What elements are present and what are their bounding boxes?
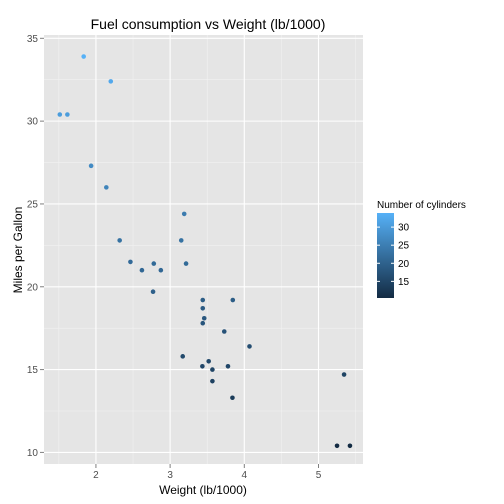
data-point — [150, 289, 156, 295]
y-tick-label: 15 — [27, 365, 39, 376]
data-point — [128, 259, 133, 265]
legend-tick-label: 15 — [398, 277, 410, 288]
data-point — [180, 354, 186, 359]
data-point — [341, 372, 347, 377]
y-axis-title: Miles per Gallon — [11, 207, 25, 294]
data-point — [200, 306, 206, 311]
data-point — [151, 261, 157, 266]
data-points — [57, 54, 353, 449]
x-tick-label: 3 — [167, 470, 173, 481]
data-point — [158, 267, 164, 273]
data-point — [117, 238, 122, 243]
color-legend: Number of cylinders 15 20 25 30 — [377, 200, 466, 298]
data-point — [230, 297, 236, 303]
y-tick-label: 25 — [27, 199, 39, 210]
data-point — [181, 211, 187, 217]
minor-gridlines — [44, 35, 363, 464]
legend-title: Number of cylinders — [377, 200, 466, 211]
data-point — [57, 112, 63, 117]
legend-colorbar — [377, 213, 394, 298]
data-point — [88, 163, 94, 169]
x-tick-label: 2 — [93, 470, 99, 481]
y-tick-label: 30 — [27, 117, 39, 128]
data-point — [200, 320, 206, 326]
data-point — [183, 261, 189, 266]
legend-tick-label: 25 — [398, 241, 410, 252]
data-point — [65, 112, 70, 117]
data-point — [104, 185, 109, 190]
x-axis-ticks: 2 3 4 5 — [93, 464, 322, 481]
data-point — [200, 297, 206, 303]
data-point — [178, 238, 184, 243]
data-point — [206, 359, 211, 364]
chart-title: Fuel consumption vs Weight (lb/1000) — [91, 16, 326, 32]
legend-tick-label: 30 — [398, 223, 410, 234]
x-tick-label: 5 — [316, 470, 322, 481]
data-point — [221, 329, 227, 334]
data-point — [230, 395, 235, 401]
y-axis-ticks: 10 15 20 25 30 35 — [27, 34, 44, 459]
major-gridlines — [44, 35, 363, 464]
legend-ticks: 15 20 25 30 — [377, 223, 410, 288]
data-point — [210, 378, 215, 384]
y-tick-label: 35 — [27, 34, 39, 45]
data-point — [108, 79, 114, 84]
x-tick-label: 4 — [242, 470, 248, 481]
data-point — [81, 54, 86, 59]
y-tick-label: 20 — [27, 282, 39, 293]
data-point — [200, 363, 205, 369]
data-point — [139, 267, 145, 273]
y-tick-label: 10 — [27, 448, 39, 459]
x-axis-title: Weight (lb/1000) — [159, 483, 247, 497]
data-point — [247, 344, 252, 349]
data-point — [225, 363, 231, 369]
legend-tick-label: 20 — [398, 259, 410, 270]
data-point — [347, 443, 353, 449]
plot-panel — [44, 35, 363, 464]
data-point — [210, 367, 215, 372]
data-point — [334, 443, 340, 449]
data-point — [201, 315, 207, 321]
